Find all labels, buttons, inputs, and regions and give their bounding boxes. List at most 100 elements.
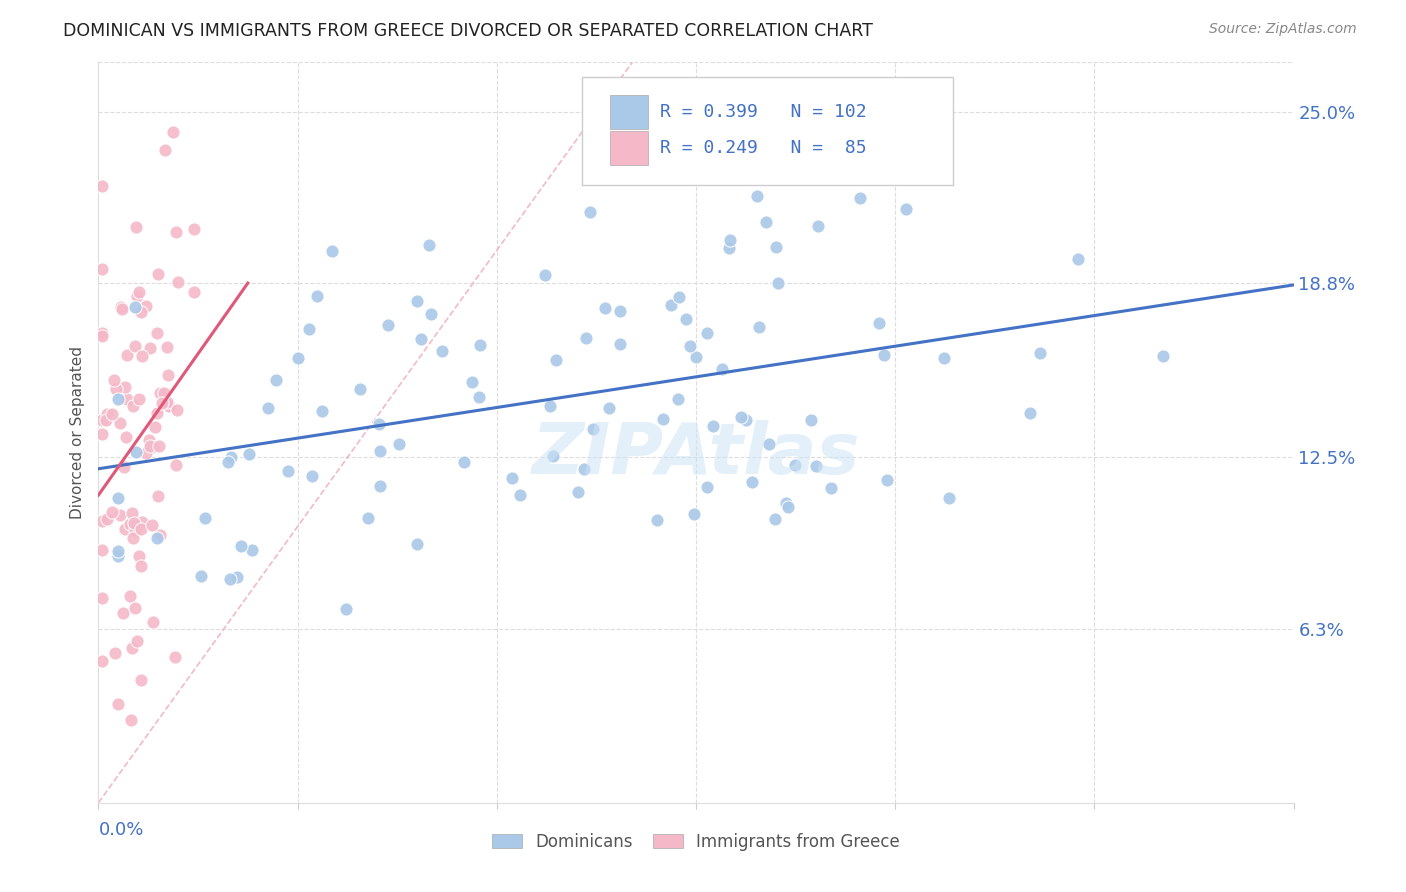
Point [758, 437, 780, 451]
Point [96, 512, 118, 526]
Point [659, 298, 682, 312]
Point [111, 606, 134, 620]
Point [110, 508, 132, 522]
Point [683, 507, 706, 521]
Point [676, 96, 699, 111]
Point [125, 444, 148, 458]
Point [131, 673, 153, 688]
Point [593, 301, 616, 315]
Point [91, 426, 114, 441]
Point [1019, 406, 1042, 420]
Text: ZIPAtlas: ZIPAtlas [531, 420, 860, 490]
Point [91, 514, 114, 528]
Point [107, 543, 129, 558]
Point [115, 348, 138, 362]
Point [368, 417, 391, 432]
Point [124, 300, 146, 314]
Point [114, 380, 136, 394]
Point [405, 537, 427, 551]
Point [546, 352, 568, 367]
Point [468, 338, 491, 352]
Point [142, 440, 165, 454]
Point [152, 386, 174, 401]
Point [125, 633, 148, 648]
Point [156, 340, 179, 354]
Point [311, 404, 333, 418]
Point [124, 601, 146, 615]
Point [194, 511, 217, 525]
Point [190, 569, 212, 583]
Point [107, 697, 129, 711]
Point [163, 650, 186, 665]
Point [218, 573, 240, 587]
Point [217, 455, 239, 469]
Point [321, 244, 343, 259]
Point [357, 511, 380, 525]
Point [696, 326, 718, 340]
Point [129, 559, 152, 574]
Point [406, 294, 429, 309]
Point [156, 394, 179, 409]
FancyBboxPatch shape [582, 78, 953, 185]
Point [509, 488, 531, 502]
Point [121, 640, 143, 655]
Point [219, 450, 242, 464]
Point [139, 341, 162, 355]
Point [149, 385, 172, 400]
Point [101, 505, 124, 519]
Point [409, 332, 432, 346]
Point [287, 351, 309, 366]
Point [368, 479, 391, 493]
Point [104, 382, 127, 396]
Point [91, 542, 114, 557]
Text: Source: ZipAtlas.com: Source: ZipAtlas.com [1209, 22, 1357, 37]
Point [121, 506, 143, 520]
Point [1028, 346, 1050, 360]
Point [127, 289, 149, 303]
Point [91, 328, 114, 343]
Point [741, 475, 763, 489]
Point [100, 407, 122, 421]
Point [305, 288, 328, 302]
Point [162, 125, 184, 139]
Point [156, 368, 179, 382]
Point [135, 299, 157, 313]
FancyBboxPatch shape [610, 95, 648, 129]
Point [149, 528, 172, 542]
Point [111, 301, 134, 316]
Point [118, 517, 141, 532]
Point [377, 318, 399, 333]
Point [460, 375, 482, 389]
Point [159, 400, 181, 414]
Text: DOMINICAN VS IMMIGRANTS FROM GREECE DIVORCED OR SEPARATED CORRELATION CHART: DOMINICAN VS IMMIGRANTS FROM GREECE DIVO… [63, 22, 873, 40]
Point [675, 312, 697, 326]
Point [141, 518, 163, 533]
Text: 0.0%: 0.0% [98, 822, 143, 839]
Point [150, 395, 173, 409]
Point [567, 484, 589, 499]
Point [114, 522, 136, 536]
Point [609, 304, 631, 318]
Point [91, 591, 114, 606]
Point [679, 339, 702, 353]
Point [121, 532, 143, 546]
Point [131, 349, 153, 363]
Point [868, 316, 890, 330]
Point [538, 399, 561, 413]
Point [541, 449, 564, 463]
Point [579, 205, 602, 219]
Point [748, 320, 770, 334]
Point [142, 615, 165, 629]
Point [128, 549, 150, 564]
Point [1066, 252, 1088, 266]
Point [710, 362, 733, 376]
Point [124, 523, 146, 537]
Point [804, 458, 827, 473]
Point [718, 241, 741, 255]
Point [115, 392, 138, 406]
Point [124, 339, 146, 353]
Point [807, 219, 830, 234]
Point [104, 646, 127, 660]
Point [702, 418, 724, 433]
Point [896, 202, 918, 217]
